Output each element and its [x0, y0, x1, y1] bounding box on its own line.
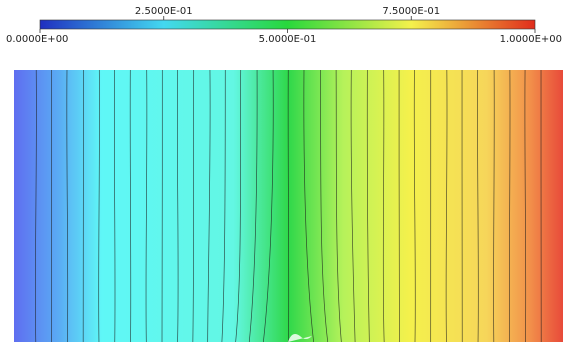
contour-line — [350, 70, 356, 342]
contour-lines — [35, 70, 542, 342]
contour-line — [176, 70, 179, 342]
contour-line — [98, 70, 100, 342]
contour-line — [303, 70, 314, 342]
contour-line — [382, 70, 385, 342]
contour-line — [509, 70, 511, 342]
colorbar: 0.0000E+00 2.5000E-01 5.0000E-01 7.5000E-01… — [6, 6, 562, 45]
colorbar-tick-label: 5.0000E-01 — [259, 34, 317, 45]
contour-line — [524, 70, 527, 342]
colorbar-tick-label: 0.0000E+00 — [6, 34, 68, 45]
colorbar-tick-label: 7.5000E-01 — [382, 6, 440, 17]
contour-line — [192, 70, 195, 342]
contour-line — [287, 70, 290, 342]
bottom-disturbance — [288, 334, 312, 342]
contour-line — [66, 70, 69, 342]
contour-line — [477, 70, 479, 342]
contour-line — [207, 70, 211, 342]
contour-line — [145, 70, 148, 342]
colorbar-ticks: 0.0000E+00 2.5000E-01 5.0000E-01 7.5000E-01… — [6, 6, 562, 45]
contour-line — [82, 70, 84, 342]
contour-line — [445, 70, 448, 342]
contour-line — [235, 70, 242, 342]
colorbar-gradient — [39, 19, 536, 30]
contour-line — [221, 70, 226, 342]
contour-line — [113, 70, 116, 342]
colorbar-tick-label: 1.0000E+00 — [500, 34, 562, 45]
contour-line — [366, 70, 370, 342]
contour-line — [263, 70, 274, 342]
contour-line — [129, 70, 132, 342]
contour-line — [35, 70, 37, 342]
colorbar-tick-label: 2.5000E-01 — [135, 6, 193, 17]
contour-line — [335, 70, 342, 342]
contour-field — [14, 70, 563, 342]
contour-line — [413, 70, 416, 342]
contour-line — [493, 70, 495, 342]
contour-line — [320, 70, 329, 342]
contour-line — [248, 70, 258, 342]
